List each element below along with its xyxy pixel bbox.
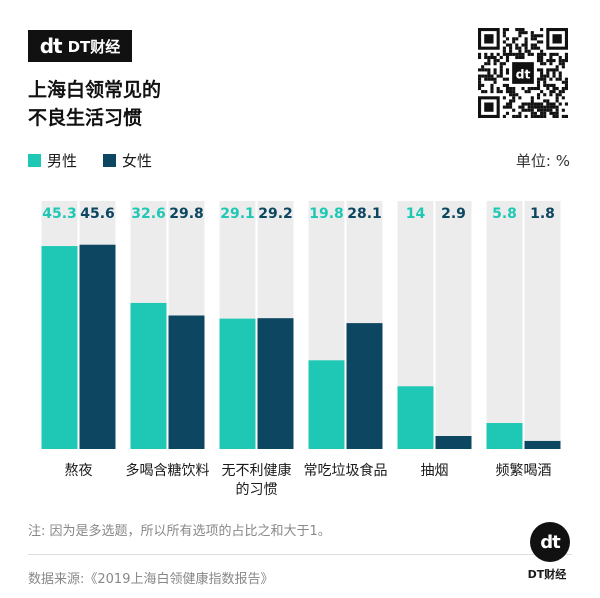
footer-logo-text: DT财经 — [527, 568, 567, 581]
legend-item-male: 男性 — [28, 150, 77, 171]
data-label: 29.2 — [258, 206, 293, 222]
bar-female — [79, 244, 116, 449]
legend: 男性 女性 — [28, 150, 178, 171]
bar-track — [435, 201, 472, 449]
bar-female — [346, 323, 383, 449]
logo-text: DT财经 — [67, 37, 121, 56]
bar-male — [130, 302, 167, 449]
data-label: 2.9 — [441, 206, 466, 222]
data-source: 数据来源:《2019上海白领健康指数报告》 — [28, 572, 274, 587]
category-label: 的习惯 — [236, 481, 278, 498]
footer-logo: dt DT财经 — [526, 522, 574, 582]
data-label: 1.8 — [530, 206, 555, 222]
data-label: 28.1 — [347, 206, 382, 222]
bar-female — [257, 318, 294, 449]
data-label: 19.8 — [309, 206, 344, 222]
brand-logo: dt DT财经 — [28, 30, 132, 62]
data-label: 14 — [406, 206, 426, 222]
category-label: 无不利健康 — [222, 462, 292, 479]
bar-track — [486, 201, 523, 449]
qr-code-icon: dt — [478, 28, 568, 118]
footnote: 注: 因为是多选题，所以所有选项的占比之和大于1。 — [28, 524, 331, 539]
bar-chart: 45.3 45.6 熬夜 32.6 29.8 多喝含糖饮料 29.1 29.2 无不利健康的习惯… — [41, 201, 561, 498]
chart-title: 上海白领常见的 不良生活习惯 — [28, 76, 161, 132]
category-label: 频繁喝酒 — [496, 463, 552, 479]
legend-label-male: 男性 — [47, 152, 78, 170]
footer-logo-mark: dt — [530, 522, 570, 562]
unit-label: 单位: % — [515, 152, 570, 170]
chart-title-line-1: 上海白领常见的 — [28, 79, 162, 101]
bar-track — [524, 201, 561, 449]
bar-male — [397, 386, 434, 449]
logo-mark: dt — [39, 34, 63, 58]
data-label: 45.3 — [42, 206, 77, 222]
category-label: 常吃垃圾食品 — [304, 462, 388, 479]
svg-text:dt: dt — [516, 66, 531, 81]
data-label: 29.8 — [169, 206, 204, 222]
legend-label-female: 女性 — [122, 152, 153, 170]
chart-title-line-2: 不良生活习惯 — [28, 107, 143, 129]
bar-female — [524, 440, 561, 449]
data-label: 5.8 — [492, 206, 517, 222]
legend-item-female: 女性 — [103, 150, 152, 171]
bar-male — [41, 246, 78, 449]
bar-female — [168, 315, 205, 449]
data-label: 45.6 — [80, 206, 115, 222]
data-label: 29.1 — [220, 206, 255, 222]
data-label: 32.6 — [131, 206, 166, 222]
legend-swatch-male — [28, 154, 41, 167]
bar-male — [486, 423, 523, 449]
legend-swatch-female — [103, 154, 117, 167]
category-label: 熬夜 — [65, 463, 93, 479]
divider — [28, 554, 572, 555]
bar-female — [435, 436, 472, 449]
bar-male — [308, 360, 345, 449]
category-label: 多喝含糖饮料 — [126, 462, 210, 479]
bar-male — [219, 318, 256, 449]
category-label: 抽烟 — [421, 463, 449, 479]
